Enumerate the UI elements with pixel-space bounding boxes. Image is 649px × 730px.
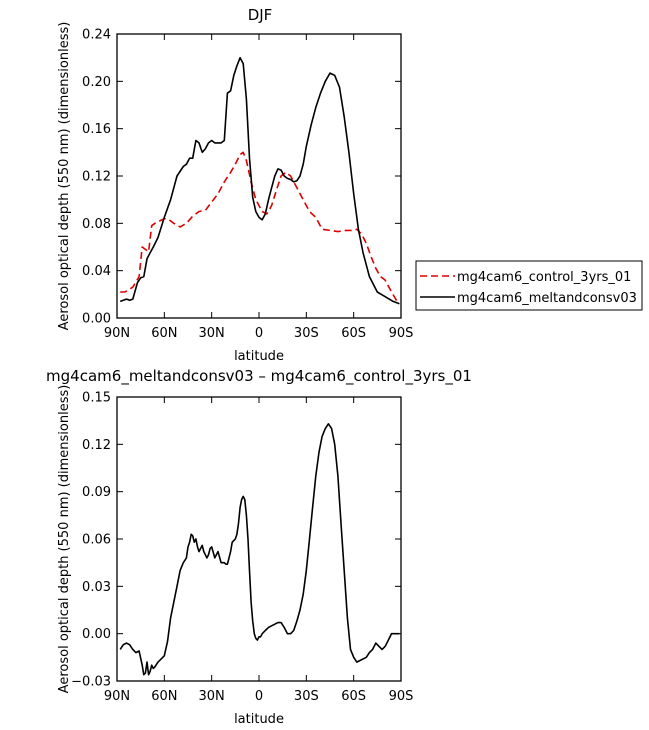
x-tick-label: 30N — [199, 689, 225, 704]
x-tick-label: 60S — [341, 689, 366, 704]
x-axis-label: latitude — [234, 349, 284, 364]
y-tick-label: 0.00 — [82, 312, 111, 327]
y-axis-label: Aerosol optical depth (550 nm) (dimensio… — [57, 22, 72, 331]
y-tick-label: 0.00 — [82, 627, 111, 642]
y-tick-label: 0.12 — [82, 438, 111, 453]
y-tick-label: 0.06 — [82, 533, 111, 548]
difference-title: mg4cam6_meltandconsv03 – mg4cam6_control… — [46, 367, 472, 386]
x-tick-label: 90S — [389, 689, 414, 704]
difference-panel: mg4cam6_meltandconsv03 – mg4cam6_control… — [46, 367, 472, 727]
y-tick-label: 0.09 — [82, 485, 111, 500]
chart-title: DJF — [248, 6, 273, 24]
x-tick-label: 90N — [104, 326, 130, 341]
y-tick-labels: −0.03 0.00 0.03 0.06 0.09 0.12 0.15 — [71, 391, 111, 690]
legend: mg4cam6_control_3yrs_01 mg4cam6_meltandc… — [415, 260, 643, 311]
x-tick-label: 0 — [255, 689, 263, 704]
x-tick-label: 30N — [199, 326, 225, 341]
x-tick-label: 90N — [104, 689, 130, 704]
legend-label-meltandconsv: mg4cam6_meltandconsv03 — [457, 291, 637, 306]
series-lines — [119, 56, 400, 305]
x-tick-label: 0 — [255, 326, 263, 341]
x-axis-label: latitude — [234, 712, 284, 727]
x-tick-label: 60S — [341, 326, 366, 341]
x-tick-label: 90S — [389, 326, 414, 341]
y-tick-label: −0.03 — [71, 675, 111, 690]
x-tick-labels: 90N 60N 30N 0 30S 60S 90S — [104, 689, 414, 704]
y-tick-label: 0.16 — [82, 122, 111, 137]
series-line-1 — [119, 56, 400, 305]
y-tick-label: 0.03 — [82, 580, 111, 595]
x-tick-labels: 90N 60N 30N 0 30S 60S 90S — [104, 326, 414, 341]
y-tick-label: 0.08 — [82, 217, 111, 232]
tick-marks — [116, 33, 402, 319]
y-axis-label: Aerosol optical depth (550 nm) (dimensio… — [57, 385, 72, 694]
y-tick-label: 0.04 — [82, 264, 111, 279]
aod-panel: DJF 0.00 0.04 0.08 0.12 0.16 0.20 0.24 90N 60N 3… — [57, 6, 413, 364]
x-tick-label: 60N — [151, 689, 177, 704]
legend-label-control: mg4cam6_control_3yrs_01 — [457, 270, 631, 285]
plot-frame — [116, 33, 402, 319]
y-tick-label: 0.12 — [82, 170, 111, 185]
x-tick-label: 30S — [294, 326, 319, 341]
y-tick-label: 0.24 — [82, 28, 111, 43]
x-tick-label: 60N — [151, 326, 177, 341]
series-line-0 — [119, 423, 400, 676]
y-tick-labels: 0.00 0.04 0.08 0.12 0.16 0.20 0.24 — [82, 28, 111, 327]
y-tick-label: 0.15 — [82, 391, 111, 406]
legend-box — [415, 260, 643, 311]
series-lines — [119, 423, 400, 676]
y-tick-label: 0.20 — [82, 75, 111, 90]
x-tick-label: 30S — [294, 689, 319, 704]
